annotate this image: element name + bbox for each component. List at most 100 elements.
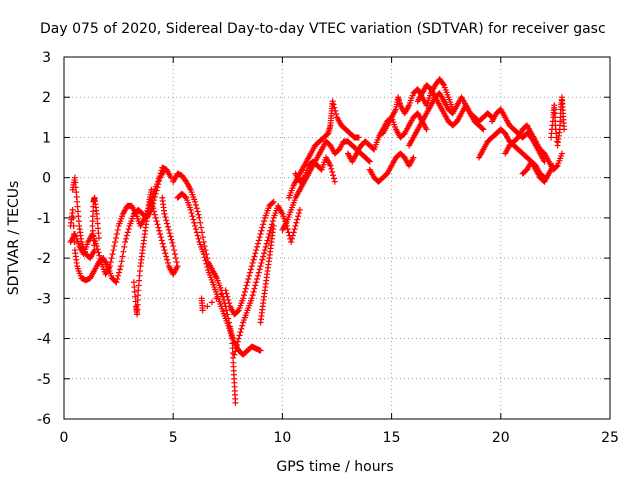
data-point bbox=[93, 243, 100, 250]
data-point bbox=[119, 253, 126, 260]
data-point bbox=[261, 250, 268, 257]
data-point bbox=[168, 236, 175, 243]
data-point bbox=[254, 240, 261, 247]
data-point bbox=[233, 345, 240, 352]
y-tick-label: 3 bbox=[42, 50, 51, 66]
data-point bbox=[200, 251, 207, 258]
data-point bbox=[260, 221, 267, 228]
data-point bbox=[553, 163, 560, 170]
data-point bbox=[70, 222, 77, 229]
data-point bbox=[226, 300, 233, 307]
data-point bbox=[289, 232, 296, 239]
data-point bbox=[182, 193, 189, 200]
data-point bbox=[237, 329, 244, 336]
data-point bbox=[169, 239, 176, 246]
data-point bbox=[223, 290, 230, 297]
data-point bbox=[187, 206, 194, 213]
data-point bbox=[123, 232, 130, 239]
data-point bbox=[247, 266, 254, 273]
data-point bbox=[190, 216, 197, 223]
data-point bbox=[199, 307, 206, 314]
data-point bbox=[234, 338, 241, 345]
data-point bbox=[208, 299, 215, 306]
data-point bbox=[284, 226, 291, 233]
data-point bbox=[155, 224, 162, 231]
data-point bbox=[550, 162, 557, 169]
data-point bbox=[330, 175, 337, 182]
data-point bbox=[204, 263, 211, 270]
data-point bbox=[366, 158, 373, 165]
data-point bbox=[264, 237, 271, 244]
data-point bbox=[94, 246, 101, 253]
data-point bbox=[328, 165, 335, 172]
data-point bbox=[232, 399, 239, 406]
data-point bbox=[327, 162, 334, 169]
data-point bbox=[255, 269, 262, 276]
data-point bbox=[248, 295, 255, 302]
data-point bbox=[242, 285, 249, 292]
data-point bbox=[192, 222, 199, 229]
data-point bbox=[232, 348, 239, 355]
y-tick-label: -5 bbox=[37, 372, 51, 388]
data-point bbox=[259, 224, 266, 231]
data-point bbox=[151, 211, 158, 218]
data-point bbox=[423, 126, 430, 133]
data-point bbox=[251, 253, 258, 260]
data-point bbox=[108, 255, 115, 262]
data-point bbox=[204, 303, 211, 310]
data-point bbox=[243, 282, 250, 289]
data-point bbox=[247, 269, 254, 276]
data-point bbox=[172, 255, 179, 262]
data-point bbox=[222, 287, 229, 294]
data-point bbox=[162, 250, 169, 257]
data-point bbox=[332, 107, 339, 114]
data-point bbox=[124, 229, 131, 236]
data-point bbox=[194, 232, 201, 239]
data-point bbox=[258, 227, 265, 234]
data-point bbox=[157, 230, 164, 237]
y-tick-label: -1 bbox=[37, 211, 51, 227]
data-point bbox=[331, 104, 338, 111]
plot-area bbox=[63, 56, 611, 420]
data-point bbox=[236, 332, 243, 339]
data-point bbox=[154, 221, 161, 228]
data-point bbox=[163, 217, 170, 224]
data-point bbox=[261, 247, 268, 254]
data-point bbox=[97, 255, 104, 262]
data-point bbox=[292, 222, 299, 229]
data-point bbox=[162, 214, 169, 221]
y-tick-label: 0 bbox=[42, 171, 51, 187]
data-marks bbox=[67, 76, 568, 406]
data-point bbox=[201, 254, 208, 261]
data-point bbox=[296, 206, 303, 213]
y-tick-label: -4 bbox=[37, 332, 51, 348]
data-point bbox=[96, 252, 103, 259]
data-point bbox=[225, 296, 232, 303]
data-point bbox=[254, 276, 261, 283]
data-point bbox=[170, 243, 177, 250]
data-point bbox=[295, 210, 302, 217]
data-point bbox=[125, 226, 132, 233]
data-point bbox=[269, 199, 276, 206]
data-point bbox=[70, 214, 77, 221]
data-point bbox=[440, 80, 447, 87]
x-tick-label: 5 bbox=[169, 430, 178, 446]
data-point bbox=[164, 256, 171, 263]
x-tick-label: 10 bbox=[273, 430, 291, 446]
data-point bbox=[164, 223, 171, 230]
data-point bbox=[235, 335, 242, 342]
data-point bbox=[112, 239, 119, 246]
data-point bbox=[224, 293, 231, 300]
data-point bbox=[480, 126, 487, 133]
data-point bbox=[355, 134, 362, 141]
data-point bbox=[157, 234, 164, 241]
x-tick-label: 15 bbox=[383, 430, 401, 446]
y-tick-label: -6 bbox=[37, 412, 51, 428]
data-point bbox=[150, 208, 157, 215]
data-point bbox=[165, 226, 172, 233]
data-point bbox=[191, 219, 198, 226]
x-tick-label: 0 bbox=[60, 430, 69, 446]
data-point bbox=[111, 243, 118, 250]
data-point bbox=[188, 210, 195, 217]
data-point bbox=[241, 288, 248, 295]
